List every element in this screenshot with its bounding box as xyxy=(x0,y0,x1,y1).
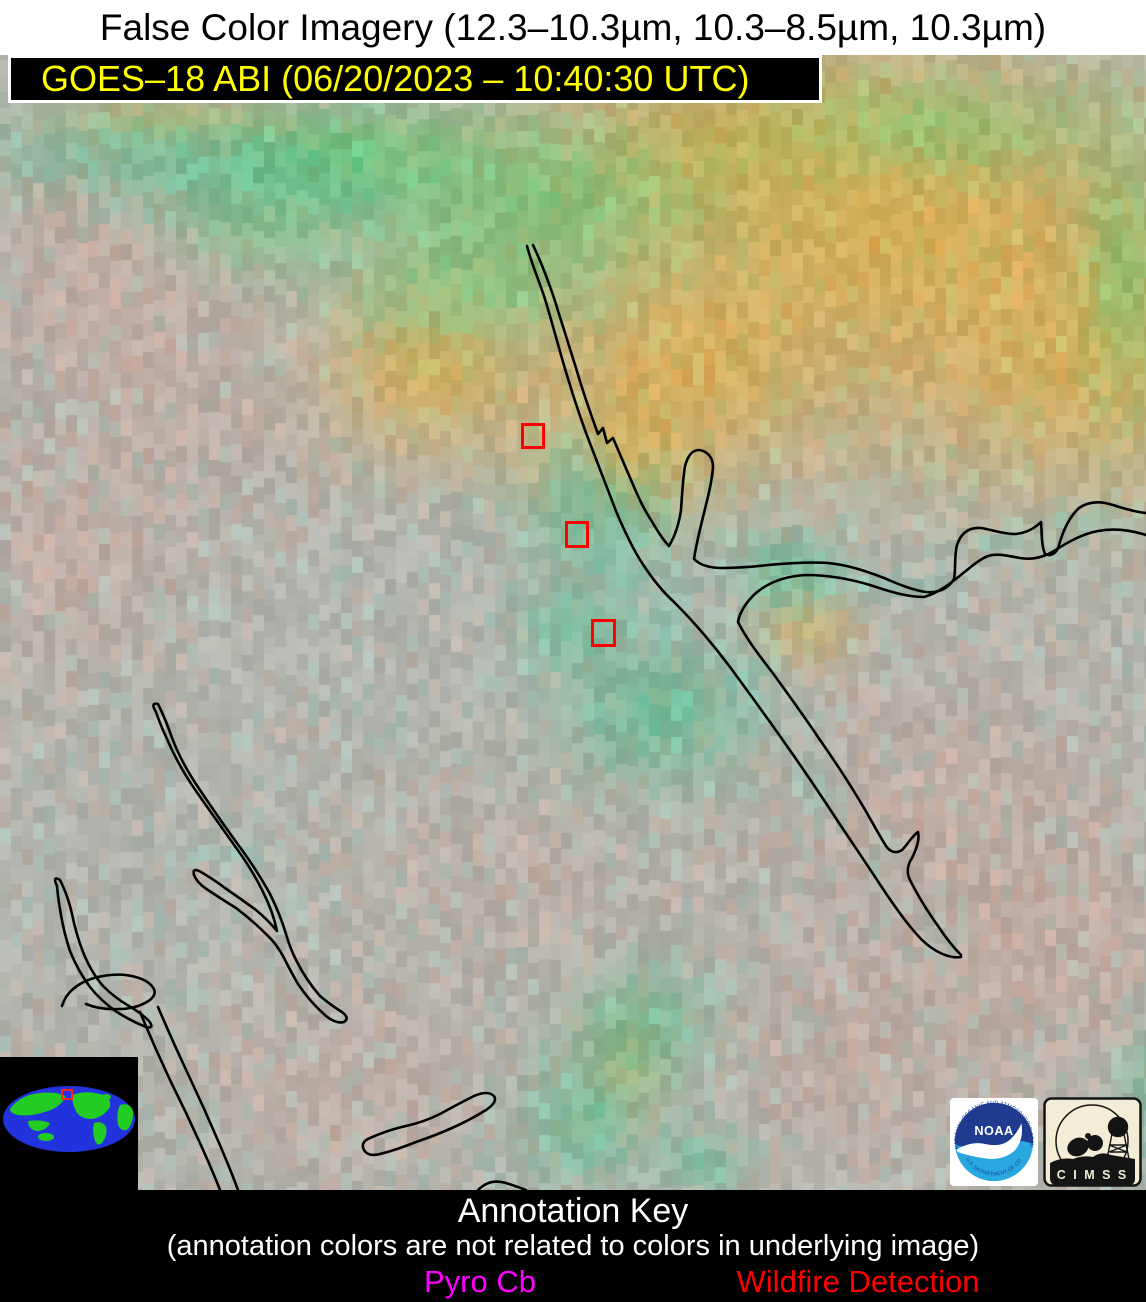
globe-map xyxy=(3,1086,135,1152)
annotation-key-note: (annotation colors are not related to co… xyxy=(166,1230,980,1262)
cimss-label: C I M S S xyxy=(1057,1168,1128,1182)
globe-ocean xyxy=(3,1086,135,1152)
cimss-logo: C I M S S xyxy=(1043,1097,1142,1187)
title-bar: False Color Imagery (12.3–10.3µm, 10.3–8… xyxy=(0,0,1146,55)
wildfire-marker xyxy=(591,619,616,647)
noaa-gull-icon xyxy=(956,1123,1023,1159)
noaa-acronym: NOAA xyxy=(974,1123,1013,1138)
cimss-ground-silhouette xyxy=(1050,1153,1135,1185)
globe-locator-inset xyxy=(0,1057,138,1190)
satellite-timestamp-box: GOES–18 ABI (06/20/2023 – 10:40:30 UTC) xyxy=(8,55,822,103)
globe-continents xyxy=(10,1092,134,1145)
noaa-logo: NOAA NATIONAL OCEANIC AND ATMOSPHERIC AD… xyxy=(950,1097,1038,1186)
satellite-timestamp-label: GOES–18 ABI (06/20/2023 – 10:40:30 UTC) xyxy=(41,58,750,99)
legend-pyro-cb: Pyro Cb xyxy=(424,1264,536,1299)
product-title: False Color Imagery (12.3–10.3µm, 10.3–8… xyxy=(99,6,1047,48)
wildfire-marker xyxy=(565,521,589,548)
cimss-dishes-icon xyxy=(1067,1133,1103,1157)
cimss-water-tower-icon xyxy=(1106,1116,1130,1160)
annotation-legend-row: Pyro Cb Wildfire Detection xyxy=(0,1264,1146,1300)
annotation-key-heading: Annotation Key xyxy=(457,1192,689,1230)
wildfire-marker xyxy=(521,423,545,449)
legend-wildfire-detection: Wildfire Detection xyxy=(736,1264,980,1299)
globe-region-marker xyxy=(61,1089,73,1100)
false-color-imagery xyxy=(0,55,1146,1190)
annotation-key-bar: Annotation Key (annotation colors are no… xyxy=(0,1190,1146,1302)
